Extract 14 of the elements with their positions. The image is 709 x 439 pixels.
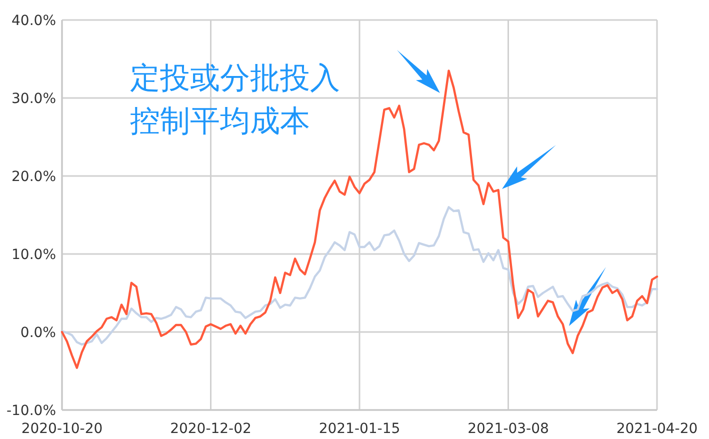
x-tick-label: 2020-12-02 [170,421,252,437]
x-tick-label: 2021-04-20 [616,421,698,437]
x-tick-label: 2020-10-20 [21,421,103,437]
y-tick-label: 20.0% [12,168,56,185]
y-tick-label: 10.0% [12,246,56,263]
line-series [60,206,658,346]
annotation: 控制平均成本 [130,104,310,139]
x-tick-label: 2021-03-08 [468,421,549,437]
annotation: 定投或分批投入 [130,61,340,96]
y-tick-label: 30.0% [12,90,56,107]
y-tick-label: 40.0% [12,12,56,29]
x-tick-label: 2021-01-15 [318,421,400,437]
y-tick-label: -10.0% [6,402,56,419]
y-tick-label: 0.0% [20,324,56,341]
